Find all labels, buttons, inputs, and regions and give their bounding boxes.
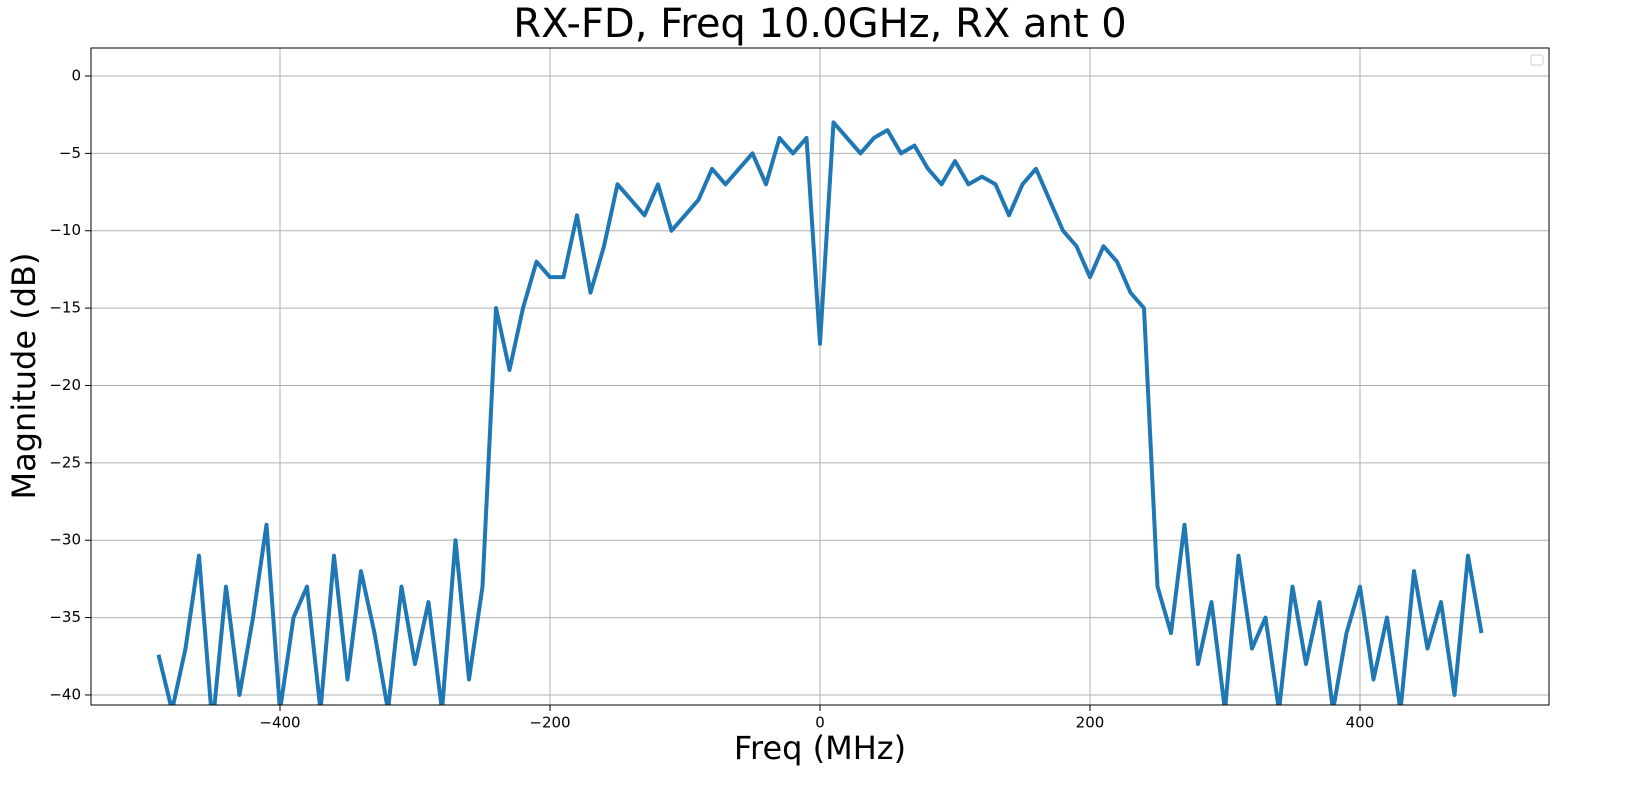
- x-tick-label: −200: [529, 714, 570, 732]
- y-tick-label: 0: [71, 67, 81, 85]
- y-tick-label: −10: [49, 221, 81, 239]
- x-tick-label: 200: [1076, 714, 1105, 732]
- chart-title: RX-FD, Freq 10.0GHz, RX ant 0: [513, 1, 1126, 47]
- y-tick-label: −25: [49, 453, 81, 471]
- grid: [91, 48, 1549, 705]
- x-tick-label: 400: [1346, 714, 1375, 732]
- x-tick-label: −400: [259, 714, 300, 732]
- y-tick-label: −5: [59, 144, 81, 162]
- y-tick-label: −15: [49, 299, 81, 317]
- line-series: [156, 120, 1484, 705]
- x-tick-label: 0: [815, 714, 825, 732]
- y-tick-label: −30: [49, 531, 81, 549]
- legend: [1530, 54, 1544, 66]
- y-tick-label: −40: [49, 685, 81, 703]
- x-axis-label: Freq (MHz): [734, 729, 906, 767]
- y-tick-label: −20: [49, 376, 81, 394]
- y-axis-label: Magnitude (dB): [5, 253, 43, 500]
- y-tick-label: −35: [49, 608, 81, 626]
- plot-area: [156, 120, 1484, 705]
